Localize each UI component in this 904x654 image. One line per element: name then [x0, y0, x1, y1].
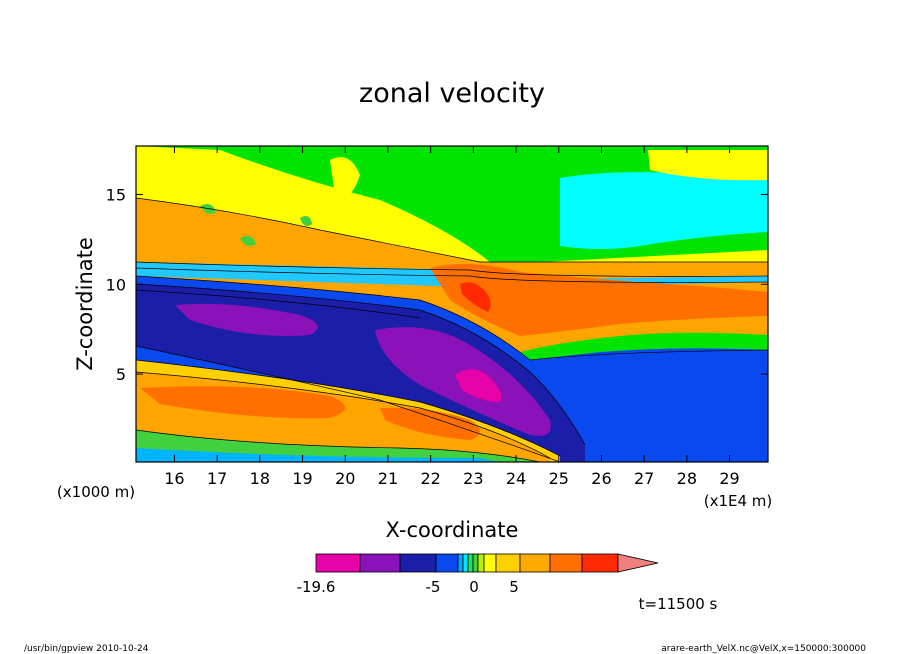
y-axis-label: Z-coordinate: [73, 237, 97, 371]
region-red-core: [460, 282, 491, 312]
x-tick-label: 20: [335, 469, 355, 488]
region-mid-orange: [430, 263, 768, 336]
footer-left: /usr/bin/gpview 2010-10-24: [24, 644, 149, 654]
time-label: t=11500 s: [639, 595, 718, 613]
colorbar-swatch: [519, 553, 551, 573]
x-tick-label: 22: [420, 469, 440, 488]
x-axis: 16 17 18 19 20 21 22 23 24 25 26 27 28 29: [164, 146, 740, 488]
colorbar-extend-arrow: [617, 553, 659, 573]
colorbar-swatch: [477, 553, 485, 573]
colorbar-label: -5: [426, 578, 441, 596]
chart-title: zonal velocity: [359, 78, 545, 109]
region-cyan: [560, 172, 768, 249]
contour-lines: [136, 197, 768, 462]
x-tick-label: 29: [719, 469, 739, 488]
y-axis: 5 10 15: [106, 185, 768, 384]
contour-field: [136, 146, 768, 462]
colorbar-swatch: [472, 553, 479, 573]
region-ground-cyan: [136, 448, 500, 462]
colorbar-label: -19.6: [297, 578, 336, 596]
x-tick-label: 17: [207, 469, 227, 488]
x-tick-label: 23: [463, 469, 483, 488]
x-tick-label: 28: [677, 469, 697, 488]
colorbar-swatch: [315, 553, 361, 573]
colorbar-swatch: [549, 553, 583, 573]
x-tick-label: 19: [292, 469, 312, 488]
colorbar-label: 5: [509, 578, 519, 596]
colorbar-swatch: [399, 553, 437, 573]
colorbar-swatch: [457, 553, 464, 573]
x-tick-label: 18: [250, 469, 270, 488]
y-tick-label: 15: [106, 185, 126, 204]
x-tick-label: 21: [378, 469, 398, 488]
colorbar-swatch: [462, 553, 469, 573]
x-tick-label: 24: [506, 469, 526, 488]
region-yellow-blobs: [170, 150, 768, 219]
x-axis-label: X-coordinate: [386, 518, 519, 542]
x-tick-label: 25: [549, 469, 569, 488]
colorbar: -19.6 -5 0 5: [297, 553, 659, 596]
x-tick-label: 16: [164, 469, 184, 488]
footer-right: arare-earth_VelX.nc@VelX,x=150000:300000: [661, 644, 866, 654]
colorbar-swatch: [359, 553, 401, 573]
x-tick-label: 26: [591, 469, 611, 488]
region-green-islands: [200, 204, 312, 246]
region-lower-dark-orange: [140, 386, 480, 440]
plot-frame: [135, 145, 769, 463]
y-tick-label: 10: [106, 275, 126, 294]
colorbar-swatch: [435, 553, 459, 573]
region-magenta: [455, 369, 502, 402]
y-scale-label: (x1000 m): [57, 483, 135, 501]
colorbar-label: 0: [469, 578, 479, 596]
colorbar-swatch: [467, 553, 474, 573]
y-tick-label: 5: [116, 365, 126, 384]
x-scale-label: (x1E4 m): [704, 492, 773, 510]
colorbar-swatch: [483, 553, 497, 573]
x-tick-label: 27: [634, 469, 654, 488]
colorbar-swatch: [581, 553, 619, 573]
colorbar-swatch: [495, 553, 521, 573]
